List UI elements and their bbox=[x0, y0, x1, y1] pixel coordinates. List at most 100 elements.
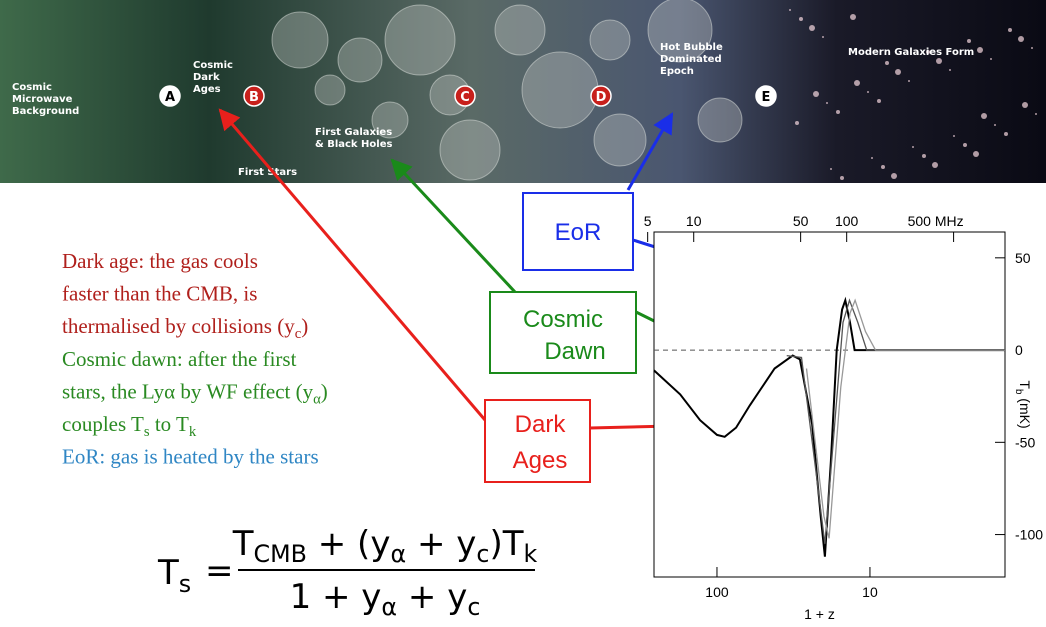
banner-label: Cosmic bbox=[193, 60, 233, 71]
box-label: Cosmic bbox=[523, 306, 603, 333]
star bbox=[912, 146, 914, 148]
bubbles: A B C D E bbox=[159, 0, 1037, 181]
text-run: + y bbox=[397, 577, 467, 617]
subscript: s bbox=[179, 570, 191, 598]
subscript: CMB bbox=[253, 540, 306, 568]
banner-label: First Galaxies bbox=[315, 127, 392, 138]
marker-letter: E bbox=[762, 90, 771, 105]
subscript: c bbox=[295, 326, 302, 342]
x2-tick-label: 500 MHz bbox=[908, 213, 964, 229]
marker-circle bbox=[243, 85, 265, 107]
formula-denominator: 1 + yα + yc bbox=[290, 577, 481, 621]
bubble bbox=[314, 74, 346, 106]
text-run: 1 + y bbox=[290, 577, 382, 617]
star bbox=[867, 91, 869, 93]
banner-label: Cosmic bbox=[12, 82, 52, 93]
subscript: α bbox=[390, 540, 406, 568]
star bbox=[1022, 102, 1028, 108]
box-label: Ages bbox=[513, 447, 568, 474]
marker-letter: C bbox=[460, 90, 470, 105]
star bbox=[963, 143, 967, 147]
note-line: Cosmic dawn: after the first bbox=[62, 347, 297, 371]
text-run: ) bbox=[301, 314, 308, 338]
text-run: T bbox=[1017, 380, 1033, 389]
text-run: Cosmic dawn: after the first bbox=[62, 347, 297, 371]
subscript: α bbox=[313, 391, 321, 407]
banner-label: Epoch bbox=[660, 66, 694, 77]
star bbox=[881, 165, 885, 169]
bubble bbox=[384, 4, 456, 76]
x2-tick-label: 5 bbox=[644, 213, 652, 229]
star bbox=[967, 39, 971, 43]
marker-circle bbox=[590, 85, 612, 107]
banner: A B C D E Cosmic Microwave Background Cosmic… bbox=[0, 0, 1046, 183]
arrow bbox=[218, 108, 487, 421]
banner-label: Background bbox=[12, 106, 79, 117]
plot: 100 10 5 10 50 100 500 MHz 50 0 -50 -100 1 + z Tb (m… bbox=[644, 213, 1043, 622]
subscript: s bbox=[144, 424, 150, 440]
subscript: k bbox=[189, 424, 197, 440]
box-label: Dawn bbox=[544, 338, 605, 365]
bubble bbox=[589, 19, 631, 61]
star bbox=[795, 121, 799, 125]
star bbox=[1035, 113, 1037, 115]
note-line: stars, the Lyα by WF effect (yα) bbox=[62, 379, 328, 407]
bubble bbox=[337, 37, 383, 83]
star bbox=[885, 61, 889, 65]
text-run: (mK) bbox=[1017, 394, 1033, 428]
y-tick-label: -50 bbox=[1015, 434, 1035, 450]
star bbox=[936, 58, 942, 64]
star bbox=[895, 69, 901, 75]
bubble bbox=[494, 4, 546, 56]
star bbox=[877, 99, 881, 103]
formula-eq: = bbox=[205, 551, 234, 591]
box bbox=[484, 399, 591, 483]
text-run: thermalised by collisions (y bbox=[62, 314, 295, 338]
marker-circle bbox=[755, 85, 777, 107]
star bbox=[1004, 132, 1008, 136]
star bbox=[949, 69, 951, 71]
banner-label: Hot Bubble bbox=[660, 42, 723, 53]
note-line: Dark age: the gas cools bbox=[62, 249, 258, 273]
box bbox=[522, 192, 634, 271]
banner-label: Microwave bbox=[12, 94, 73, 105]
text-run: )T bbox=[489, 524, 523, 564]
bubble bbox=[593, 113, 647, 167]
box-label: EoR bbox=[555, 219, 602, 246]
star bbox=[826, 102, 828, 104]
curve bbox=[805, 298, 1005, 539]
marker-letter: A bbox=[165, 90, 175, 105]
banner-label: First Stars bbox=[238, 167, 297, 178]
text-run: + y bbox=[406, 524, 476, 564]
star bbox=[813, 91, 819, 97]
text-run: stars, the Lyα by WF effect (y bbox=[62, 379, 314, 403]
curve bbox=[653, 296, 1005, 557]
x2-tick-label: 50 bbox=[793, 213, 809, 229]
x2-tick-label: 100 bbox=[835, 213, 859, 229]
star bbox=[953, 135, 955, 137]
star bbox=[809, 25, 815, 31]
star bbox=[1008, 28, 1012, 32]
star bbox=[822, 36, 824, 38]
star bbox=[789, 9, 791, 11]
star bbox=[973, 151, 979, 157]
notes: Dark age: the gas cools faster than the C… bbox=[62, 249, 328, 469]
bubble bbox=[439, 119, 501, 181]
star bbox=[908, 80, 910, 82]
marker-letter: B bbox=[249, 90, 259, 105]
subscript: k bbox=[524, 540, 538, 568]
y-tick-label: 0 bbox=[1015, 342, 1023, 358]
subscript: α bbox=[381, 593, 397, 621]
boxes: EoR Cosmic Dawn Dark Ages bbox=[484, 192, 637, 483]
subscript: c bbox=[476, 540, 489, 568]
box-label: Dark bbox=[515, 411, 567, 438]
star bbox=[836, 110, 840, 114]
formula-lhs: Ts bbox=[157, 553, 191, 598]
star bbox=[799, 17, 803, 21]
star bbox=[1031, 47, 1033, 49]
text-run: EoR: gas is heated by the stars bbox=[62, 445, 319, 469]
text-run: + (y bbox=[307, 524, 391, 564]
star bbox=[840, 176, 844, 180]
curve bbox=[786, 298, 1005, 544]
